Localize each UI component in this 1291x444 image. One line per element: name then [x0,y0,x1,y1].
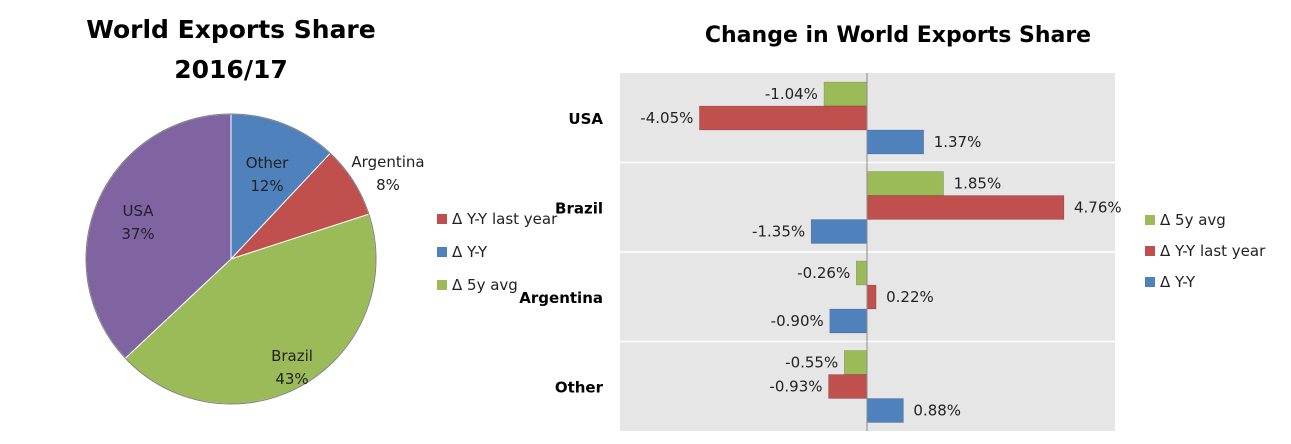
data-label-argentina-2: -0.90% [771,312,824,330]
data-label-other-1: -0.93% [769,378,822,396]
bar-argentina-1 [866,284,877,310]
bar-legend-label-1: Δ Y-Y last year [1160,242,1266,260]
pie-label-usa: USA [122,202,154,220]
bar-legend: Δ 5y avg Δ Y-Y last year Δ Y-Y [1145,211,1266,291]
pie-legend-label-2: Δ 5y avg [452,276,518,294]
bar-legend-swatch-0 [1145,215,1155,225]
bar-legend-swatch-2 [1145,277,1155,287]
pie-value-other: 12% [250,177,283,195]
bar-usa-2 [866,129,924,155]
pie-label-other: Other [246,154,289,172]
pie-legend-label-0: Δ Y-Y last year [452,210,558,228]
bar-legend-swatch-1 [1145,246,1155,256]
bar-brazil-1 [866,195,1065,220]
category-label-usa: USA [568,110,603,128]
category-label-argentina: Argentina [519,289,603,307]
pie-title-line-2: 2016/17 [174,55,288,84]
bar-chart: Change in World Exports Share -1.04% -4.0… [519,23,1266,431]
bar-usa-1 [699,105,868,131]
pie-legend-label-1: Δ Y-Y [452,243,488,261]
data-label-brazil-1: 4.76% [1074,199,1122,217]
data-label-argentina-0: -0.26% [797,264,850,282]
bar-legend-label-0: Δ 5y avg [1160,211,1226,229]
bar-other-0 [843,350,868,375]
bar-other-2 [866,398,904,423]
bar-argentina-0 [855,260,868,286]
pie-chart: World Exports Share 2016/17 Other 12% Arge… [85,15,558,405]
pie-outline [85,113,377,405]
pie-legend: Δ Y-Y last year Δ Y-Y Δ 5y avg [437,210,558,294]
bar-legend-label-2: Δ Y-Y [1160,273,1196,291]
bar-brazil-2 [810,219,868,244]
pie-label-argentina: Argentina [351,153,424,171]
bar-argentina-2 [829,308,868,334]
pie-value-usa: 37% [121,225,154,243]
data-label-other-0: -0.55% [785,354,838,372]
pie-value-brazil: 43% [275,370,308,388]
pie-value-argentina: 8% [376,176,400,194]
pie-legend-swatch-0 [437,214,447,224]
pie-label-brazil: Brazil [271,347,313,365]
data-label-other-2: 0.88% [913,402,961,420]
data-label-brazil-0: 1.85% [954,175,1002,193]
bar-usa-0 [823,81,868,107]
pie-title-line-1: World Exports Share [86,15,375,44]
data-label-usa-1: -4.05% [640,109,693,127]
category-label-brazil: Brazil [555,199,603,217]
data-label-brazil-2: -1.35% [752,223,805,241]
pie-legend-swatch-1 [437,247,447,257]
category-label-other: Other [555,378,604,396]
bar-other-1 [828,374,868,399]
pie-legend-swatch-2 [437,280,447,290]
data-label-usa-2: 1.37% [934,133,982,151]
data-label-argentina-1: 0.22% [886,288,934,306]
bar-title: Change in World Exports Share [705,23,1091,48]
data-label-usa-0: -1.04% [765,85,818,103]
bar-brazil-0 [866,171,944,196]
